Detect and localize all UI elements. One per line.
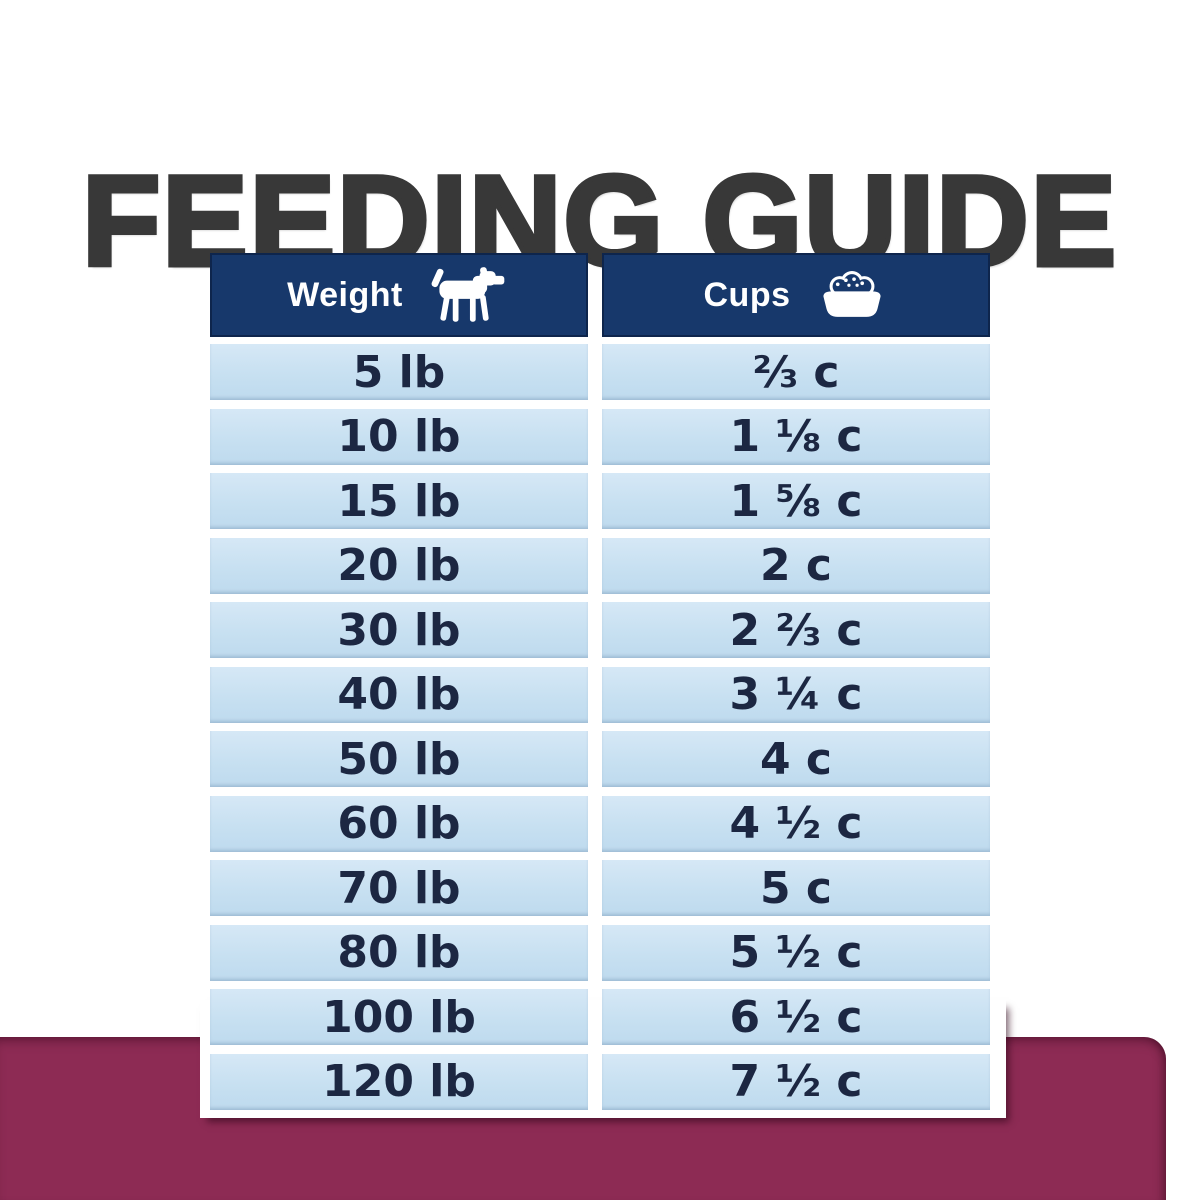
table-header-row: Weight C — [210, 253, 990, 337]
bowl-icon — [822, 270, 881, 317]
weight-header-label: Weight — [287, 275, 403, 314]
cups-cell: 5 c — [602, 860, 990, 916]
table-row: 60 lb 4 ½ c — [210, 795, 990, 852]
weight-cell: 10 lb — [210, 408, 588, 465]
table-row: 120 lb 7 ½ c — [210, 1053, 990, 1110]
cups-cell: 5 ½ c — [602, 924, 990, 981]
weight-cell: 70 lb — [210, 860, 588, 916]
table-row: 50 lb 4 c — [210, 731, 990, 787]
table-row: 20 lb 2 c — [210, 537, 990, 594]
weight-cell: 60 lb — [210, 795, 588, 852]
cups-cell: 4 ½ c — [602, 795, 990, 852]
cups-cell: 1 ⅝ c — [602, 473, 990, 529]
weight-cell: 50 lb — [210, 731, 588, 787]
weight-cell: 20 lb — [210, 537, 588, 594]
cups-header-label: Cups — [703, 275, 791, 314]
cups-header-cell: Cups — [602, 253, 990, 337]
feeding-table: Weight C — [210, 253, 990, 1118]
table-row: 10 lb 1 ⅛ c — [210, 408, 990, 465]
weight-cell: 5 lb — [210, 344, 588, 400]
table-row: 80 lb 5 ½ c — [210, 924, 990, 981]
weight-cell: 120 lb — [210, 1053, 588, 1110]
weight-cell: 15 lb — [210, 473, 588, 529]
table-row: 15 lb 1 ⅝ c — [210, 473, 990, 529]
weight-header-cell: Weight — [210, 253, 588, 337]
cups-cell: 3 ¼ c — [602, 666, 990, 723]
cups-cell: 2 c — [602, 537, 990, 594]
dog-icon — [431, 267, 505, 322]
table-row: 70 lb 5 c — [210, 860, 990, 916]
weight-cell: 40 lb — [210, 666, 588, 723]
cups-cell: 4 c — [602, 731, 990, 787]
cups-cell: 1 ⅛ c — [602, 408, 990, 465]
cups-cell: 6 ½ c — [602, 989, 990, 1045]
table-row: 100 lb 6 ½ c — [210, 989, 990, 1045]
table-row: 40 lb 3 ¼ c — [210, 666, 990, 723]
weight-cell: 100 lb — [210, 989, 588, 1045]
weight-cell: 80 lb — [210, 924, 588, 981]
cups-cell: ⅔ c — [602, 344, 990, 400]
table-row: 5 lb ⅔ c — [210, 344, 990, 400]
cups-cell: 7 ½ c — [602, 1053, 990, 1110]
table-row: 30 lb 2 ⅔ c — [210, 602, 990, 658]
cups-cell: 2 ⅔ c — [602, 602, 990, 658]
weight-cell: 30 lb — [210, 602, 588, 658]
